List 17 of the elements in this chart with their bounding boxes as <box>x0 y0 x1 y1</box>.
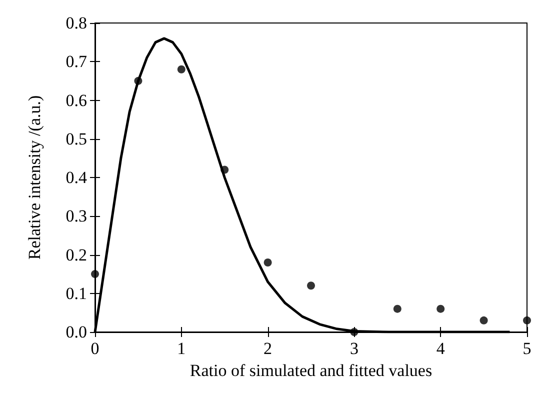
y-tick-label: 0.8 <box>66 14 87 32</box>
x-tick-label: 5 <box>522 339 532 358</box>
y-tick-label: 0.3 <box>66 206 87 226</box>
x-axis-title: Ratio of simulated and fitted values <box>190 360 432 380</box>
text: 0.0 <box>66 322 87 342</box>
x-tick-label: 3 <box>350 339 358 358</box>
y-tick-label: 0.7 <box>66 52 88 72</box>
x-tick-label: 0 <box>90 339 100 358</box>
y-tick-label: 0.6 <box>66 90 87 110</box>
y-tick-label: 0.1 <box>66 284 87 303</box>
x-tick-label: 4 <box>436 339 446 358</box>
y-axis-title: Relative intensity /(a.u.) <box>25 95 44 260</box>
y-tick-label: 0.2 <box>66 245 87 264</box>
x-tick-label: 1 <box>177 339 186 358</box>
y-tick-label: 0.5 <box>66 129 87 148</box>
y-tick-label: 0.4 <box>66 168 88 187</box>
x-tick-label: 2 <box>264 339 272 358</box>
